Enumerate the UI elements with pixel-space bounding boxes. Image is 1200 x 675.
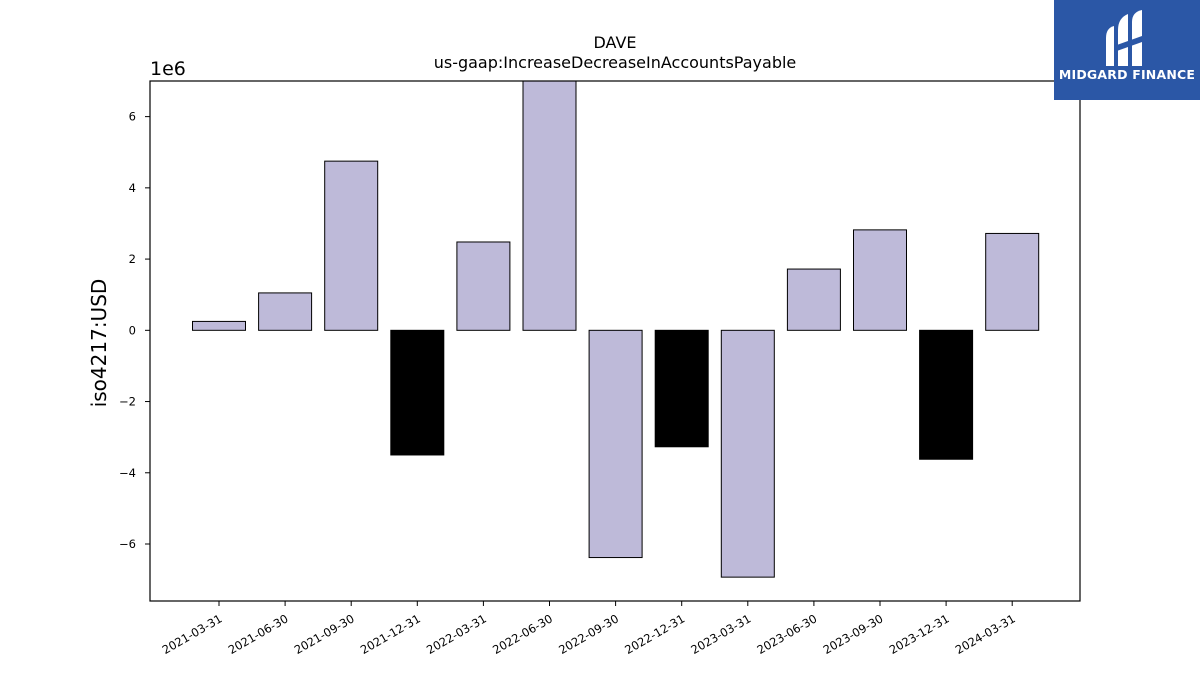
chart-subtitle: us-gaap:IncreaseDecreaseInAccountsPayabl…	[434, 53, 797, 72]
x-tick-label: 2021-06-30	[226, 611, 291, 657]
x-tick-label: 2021-09-30	[292, 611, 357, 657]
x-tick-label: 2024-03-31	[953, 611, 1018, 657]
y-tick-label: 0	[129, 323, 136, 337]
bar-2022-06-30	[522, 80, 577, 331]
bar-2022-12-31	[654, 329, 709, 448]
x-tick-label: 2023-06-30	[755, 611, 820, 657]
y-axis-multiplier: 1e6	[150, 58, 186, 80]
bar-2024-03-31	[985, 232, 1040, 331]
bar-2023-06-30	[786, 268, 841, 331]
y-axis: −6 −4 −2 0 2 4 6	[119, 110, 150, 551]
midgard-logo: MIDGARD FINANCE	[1054, 0, 1200, 100]
x-tick-label: 2021-12-31	[358, 611, 423, 657]
plot-frame	[149, 80, 1081, 602]
x-tick-label: 2022-12-31	[622, 611, 687, 657]
y-tick-label: −4	[119, 466, 136, 480]
x-tick-label: 2021-03-31	[160, 611, 225, 657]
bar-2021-09-30	[324, 160, 379, 331]
y-tick-label: 4	[129, 181, 136, 195]
y-tick-label: −6	[119, 537, 136, 551]
bar-2023-03-31	[720, 329, 775, 578]
bar-2022-03-31	[456, 241, 511, 331]
y-tick-label: −2	[119, 395, 136, 409]
x-tick-label: 2023-03-31	[688, 611, 753, 657]
midgard-logo-icon	[1106, 10, 1142, 66]
y-axis-label: iso4217:USD	[87, 279, 111, 408]
bars-layer	[192, 80, 1040, 578]
y-tick-label: 2	[129, 252, 136, 266]
chart-title: DAVE	[593, 33, 636, 52]
x-tick-label: 2022-03-31	[424, 611, 489, 657]
bar-2022-09-30	[588, 329, 643, 559]
logo-text: MIDGARD FINANCE	[1058, 67, 1196, 82]
x-tick-label: 2022-06-30	[490, 611, 555, 657]
y-tick-label: 6	[129, 110, 136, 124]
bar-2023-09-30	[853, 229, 907, 331]
x-tick-label: 2023-12-31	[887, 611, 952, 657]
bar-2021-06-30	[258, 292, 313, 331]
bar-2023-12-31	[919, 329, 974, 460]
x-tick-label: 2023-09-30	[821, 611, 886, 657]
bar-2021-03-31	[192, 320, 246, 331]
x-tick-label: 2022-09-30	[556, 611, 621, 657]
x-axis: 2021-03-31 2021-06-30 2021-09-30 2021-12-31…	[160, 601, 1018, 657]
bar-2021-12-31	[390, 329, 445, 456]
